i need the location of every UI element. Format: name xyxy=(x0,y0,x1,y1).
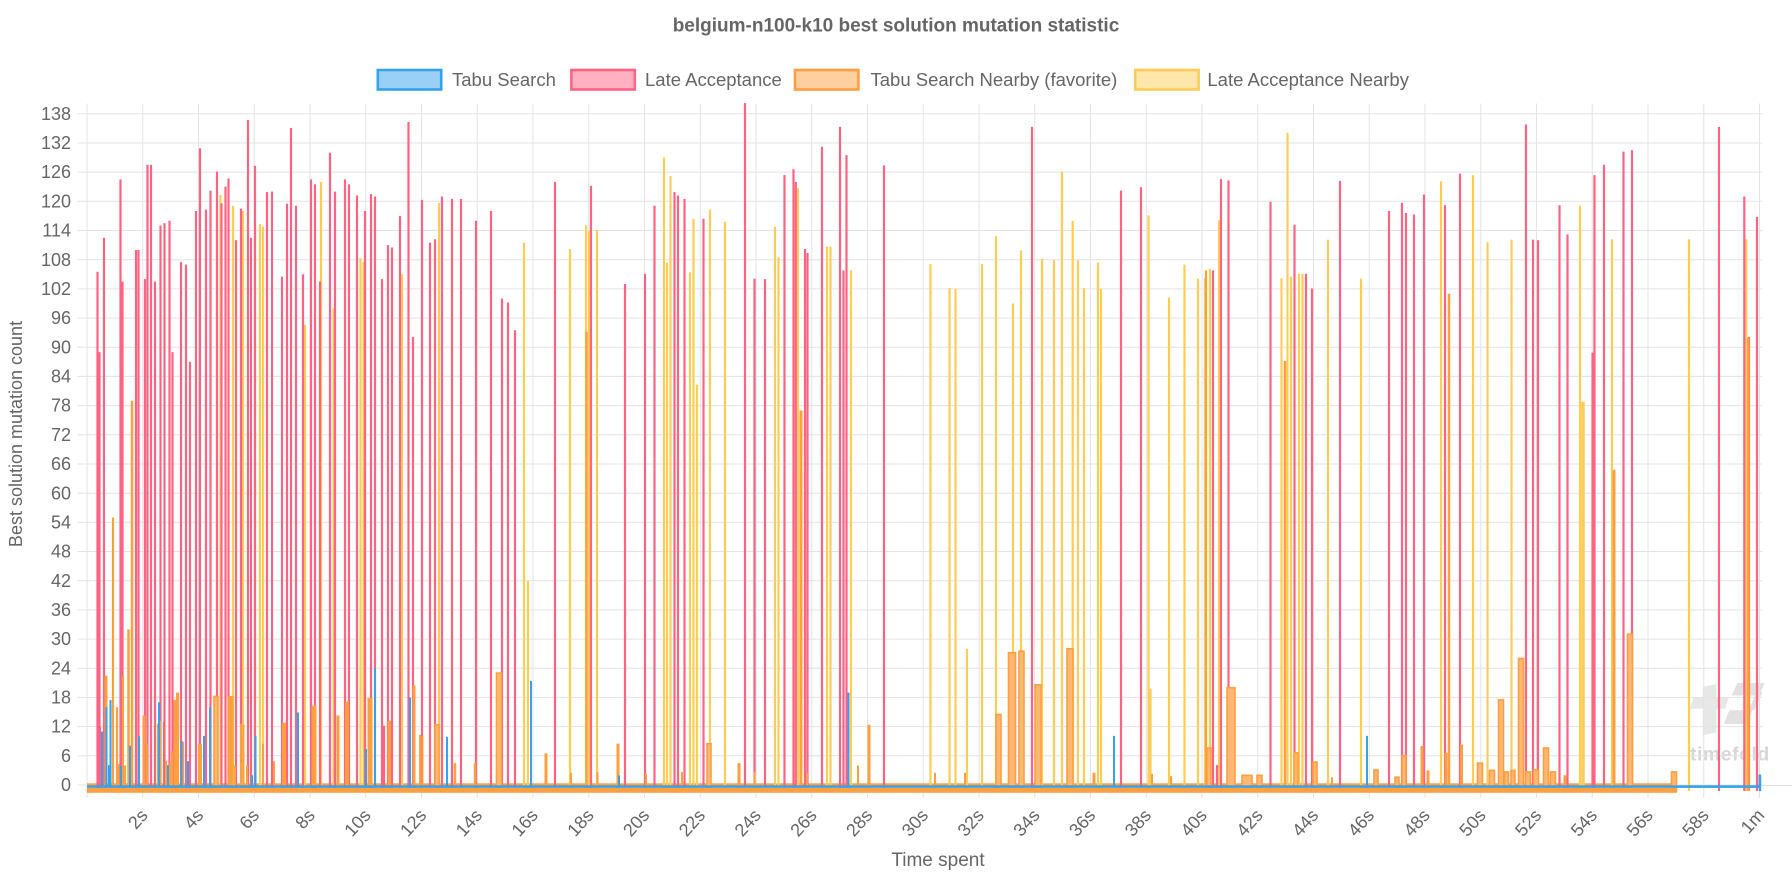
svg-text:126: 126 xyxy=(41,162,71,182)
svg-text:12: 12 xyxy=(51,717,71,737)
svg-text:Late Acceptance Nearby: Late Acceptance Nearby xyxy=(1207,69,1409,90)
svg-text:108: 108 xyxy=(41,250,71,270)
svg-text:90: 90 xyxy=(51,337,71,357)
svg-text:30: 30 xyxy=(51,629,71,649)
svg-text:138: 138 xyxy=(41,104,71,124)
svg-text:0: 0 xyxy=(61,775,71,795)
svg-text:96: 96 xyxy=(51,308,71,328)
svg-text:54: 54 xyxy=(51,512,71,532)
svg-text:102: 102 xyxy=(41,279,71,299)
svg-text:Late Acceptance: Late Acceptance xyxy=(645,69,782,90)
svg-text:120: 120 xyxy=(41,191,71,211)
svg-text:66: 66 xyxy=(51,454,71,474)
svg-text:48: 48 xyxy=(51,542,71,562)
svg-text:60: 60 xyxy=(51,483,71,503)
svg-text:6: 6 xyxy=(61,746,71,766)
svg-text:132: 132 xyxy=(41,133,71,153)
svg-text:24: 24 xyxy=(51,658,71,678)
svg-text:Tabu Search: Tabu Search xyxy=(452,69,556,90)
svg-text:Tabu Search Nearby (favorite): Tabu Search Nearby (favorite) xyxy=(871,69,1118,90)
svg-text:36: 36 xyxy=(51,600,71,620)
svg-text:72: 72 xyxy=(51,425,71,445)
svg-text:Time spent: Time spent xyxy=(891,850,985,871)
svg-text:belgium-n100-k10 best solution: belgium-n100-k10 best solution mutation … xyxy=(673,16,1120,37)
svg-text:Best solution mutation count: Best solution mutation count xyxy=(6,321,26,547)
svg-text:42: 42 xyxy=(51,571,71,591)
svg-text:84: 84 xyxy=(51,367,71,387)
svg-text:114: 114 xyxy=(42,221,71,241)
svg-text:78: 78 xyxy=(51,396,71,416)
svg-text:18: 18 xyxy=(51,688,71,708)
